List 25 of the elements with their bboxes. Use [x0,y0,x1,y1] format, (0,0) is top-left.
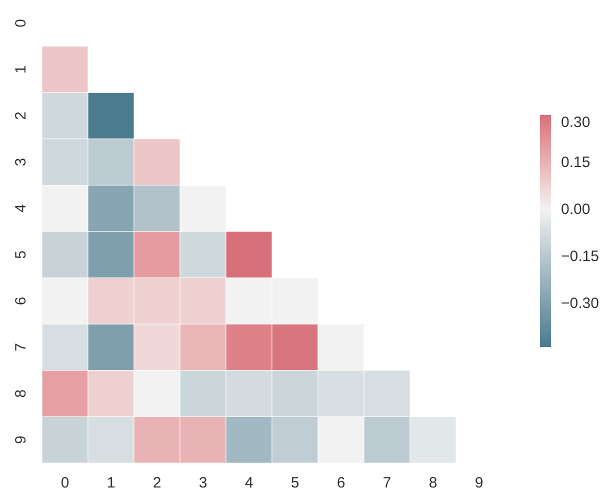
y-tick-label: 0 [12,18,30,28]
y-tick-label: 7 [12,343,30,352]
x-tick-label: 3 [198,474,208,492]
x-tick-label: 7 [382,474,392,492]
y-tick-label: 2 [12,112,30,120]
color-bar-label: 0.00 [561,201,590,218]
x-tick-label: 9 [474,474,484,492]
x-tick-label: 1 [106,474,116,492]
x-tick-label: 6 [336,474,346,492]
y-tick-label: 8 [12,389,30,398]
x-tick-label: 0 [60,474,70,492]
color-bar-label: −0.15 [561,248,599,266]
x-tick-label: 8 [428,474,438,492]
color-bar-label: −0.30 [561,295,599,312]
y-tick-label: 1 [12,65,30,74]
y-tick-label: 4 [12,204,30,213]
color-bar-label: 0.15 [561,154,590,172]
x-tick-label: 5 [290,474,300,492]
y-tick-label: 3 [12,158,30,166]
y-tick-label: 6 [12,296,30,306]
x-tick-label: 4 [244,474,254,492]
y-tick-label: 5 [12,250,30,259]
color-bar-label: 0.30 [561,114,590,131]
x-tick-label: 2 [152,474,162,492]
y-tick-label: 9 [12,436,30,444]
